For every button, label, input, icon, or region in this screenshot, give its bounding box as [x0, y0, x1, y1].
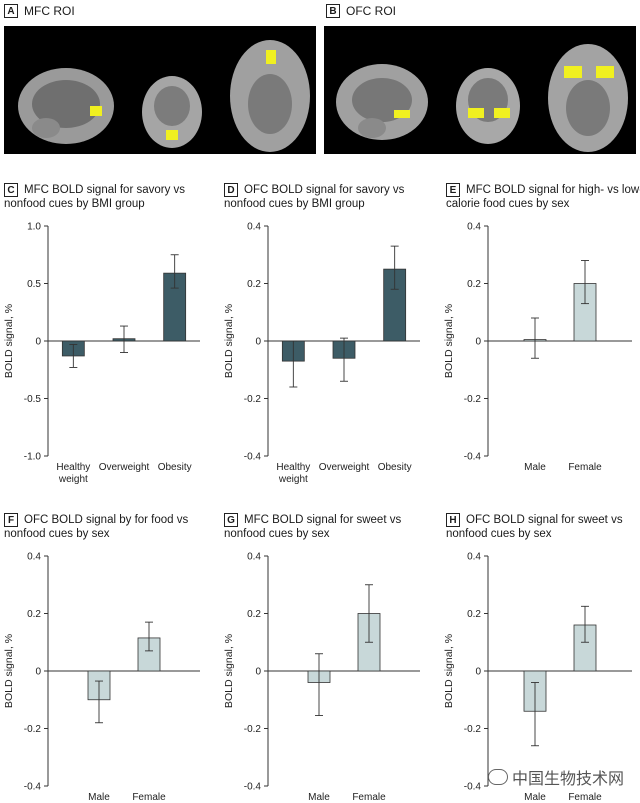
ofc-roi-highlight-coronal-left: [468, 108, 484, 118]
y-tick-label: 0: [255, 337, 261, 348]
y-tick-label: -0.2: [244, 394, 262, 405]
y-axis-label: BOLD signal, %: [3, 634, 15, 708]
ofc-brain-illustration: [336, 44, 628, 152]
x-tick-label: Obesity: [158, 462, 192, 473]
chart-f-title: F OFC BOLD signal by for food vs nonfood …: [4, 513, 204, 541]
mfc-roi-highlight-axial: [266, 50, 276, 64]
wechat-icon: [488, 769, 508, 785]
x-tick-label: Overweight: [99, 462, 150, 473]
x-tick-label: Male: [524, 462, 546, 473]
ofc-roi-highlight-sagittal: [394, 110, 410, 118]
y-tick-label: 0.4: [247, 552, 261, 563]
y-tick-label: 0.4: [247, 222, 261, 233]
x-tick-label: Female: [568, 462, 602, 473]
panel-b-heading: B OFC ROI: [326, 4, 396, 18]
chart-h: 0.4 0.2 0 -0.2 -0.4 BOLD signal, % Male Female: [443, 552, 632, 803]
ofc-roi-highlight-axial-right: [596, 66, 614, 78]
chart-e-badge: E: [446, 183, 460, 197]
y-tick-label: 0: [475, 337, 481, 348]
y-tick-label: 0.2: [247, 279, 261, 290]
y-tick-label: -1.0: [24, 452, 42, 463]
chart-e: 0.4 0.2 0 -0.2 -0.4 BOLD signal, % Male Female: [443, 222, 632, 473]
y-tick-label: -0.4: [244, 782, 262, 793]
chart-e-title: E MFC BOLD signal for high- vs low-calori…: [446, 183, 640, 211]
x-tick-label: Obesity: [378, 462, 412, 473]
watermark-text: 中国生物技术网: [512, 771, 625, 788]
y-tick-label: 0: [35, 667, 41, 678]
y-axis-label: BOLD signal, %: [223, 634, 235, 708]
y-tick-label: 1.0: [27, 222, 41, 233]
y-tick-label: 0: [475, 667, 481, 678]
chart-g: 0.4 0.2 0 -0.2 -0.4 BOLD signal, % Male Female: [223, 552, 420, 803]
chart-f-title-text: OFC BOLD signal by for food vs nonfood c…: [4, 514, 189, 540]
mfc-roi-highlight-sagittal: [90, 106, 102, 116]
y-axis-label: BOLD signal, %: [3, 304, 15, 378]
panel-b-title: OFC ROI: [346, 4, 396, 18]
x-tick-label: Healthy: [276, 462, 310, 473]
mfc-roi-image: [4, 26, 316, 154]
y-tick-label: -0.2: [24, 724, 42, 735]
y-tick-label: 0: [255, 667, 261, 678]
mfc-brain-illustration: [18, 40, 310, 152]
x-tick-label: Overweight: [319, 462, 370, 473]
chart-c-title: C MFC BOLD signal for savory vs nonfood c…: [4, 183, 204, 211]
x-tick-label: Healthy: [56, 462, 90, 473]
ofc-roi-image: [324, 26, 636, 154]
y-tick-label: 0.2: [27, 609, 41, 620]
chart-g-title-text: MFC BOLD signal for sweet vs nonfood cue…: [224, 514, 402, 540]
chart-d-badge: D: [224, 183, 238, 197]
mfc-roi-highlight-coronal: [166, 130, 178, 140]
chart-e-title-text: MFC BOLD signal for high- vs low-calorie…: [446, 184, 640, 210]
y-axis-label: BOLD signal, %: [443, 634, 455, 708]
chart-c: 1.0 0.5 0 -0.5 -1.0 BOLD signal, % Healthyweig…: [3, 222, 200, 485]
y-tick-label: -0.2: [464, 394, 482, 405]
chart-h-badge: H: [446, 513, 460, 527]
y-tick-label: 0.4: [467, 222, 481, 233]
x-tick-label: Male: [524, 792, 546, 803]
y-tick-label: 0.2: [467, 279, 481, 290]
watermark: 中国生物技术网: [488, 765, 624, 789]
y-tick-label: -0.2: [244, 724, 262, 735]
chart-c-title-text: MFC BOLD signal for savory vs nonfood cu…: [4, 184, 186, 210]
chart-f: 0.4 0.2 0 -0.2 -0.4 BOLD signal, % Male Female: [3, 552, 200, 803]
x-tick-label: weight: [278, 474, 308, 485]
y-tick-label: 0.2: [467, 609, 481, 620]
y-tick-label: -0.4: [24, 782, 42, 793]
panel-b-badge: B: [326, 4, 340, 18]
panel-a-title: MFC ROI: [24, 4, 75, 18]
chart-g-title: G MFC BOLD signal for sweet vs nonfood cu…: [224, 513, 424, 541]
chart-d-title-text: OFC BOLD signal for savory vs nonfood cu…: [224, 184, 405, 210]
chart-d-title: D OFC BOLD signal for savory vs nonfood c…: [224, 183, 424, 211]
x-tick-label: Female: [132, 792, 166, 803]
y-tick-label: 0.5: [27, 279, 41, 290]
y-tick-label: -0.4: [244, 452, 262, 463]
x-tick-label: weight: [58, 474, 88, 485]
chart-h-title-text: OFC BOLD signal for sweet vs nonfood cue…: [446, 514, 623, 540]
y-tick-label: -0.2: [464, 724, 482, 735]
ofc-roi-highlight-axial-left: [564, 66, 582, 78]
x-tick-label: Male: [308, 792, 330, 803]
y-tick-label: -0.4: [464, 782, 482, 793]
x-tick-label: Female: [568, 792, 602, 803]
x-tick-label: Male: [88, 792, 110, 803]
y-tick-label: -0.4: [464, 452, 482, 463]
ofc-roi-highlight-coronal-right: [494, 108, 510, 118]
y-tick-label: 0.4: [27, 552, 41, 563]
y-tick-label: 0: [35, 337, 41, 348]
y-axis-label: BOLD signal, %: [443, 304, 455, 378]
chart-c-badge: C: [4, 183, 18, 197]
panel-a-heading: A MFC ROI: [4, 4, 75, 18]
panel-a-badge: A: [4, 4, 18, 18]
chart-d: 0.4 0.2 0 -0.2 -0.4 BOLD signal, % Healthyweig…: [223, 222, 420, 485]
y-tick-label: -0.5: [24, 394, 42, 405]
y-axis-label: BOLD signal, %: [223, 304, 235, 378]
y-tick-label: 0.4: [467, 552, 481, 563]
chart-f-badge: F: [4, 513, 18, 527]
chart-g-badge: G: [224, 513, 238, 527]
x-tick-label: Female: [352, 792, 386, 803]
y-tick-label: 0.2: [247, 609, 261, 620]
chart-h-title: H OFC BOLD signal for sweet vs nonfood cu…: [446, 513, 640, 541]
